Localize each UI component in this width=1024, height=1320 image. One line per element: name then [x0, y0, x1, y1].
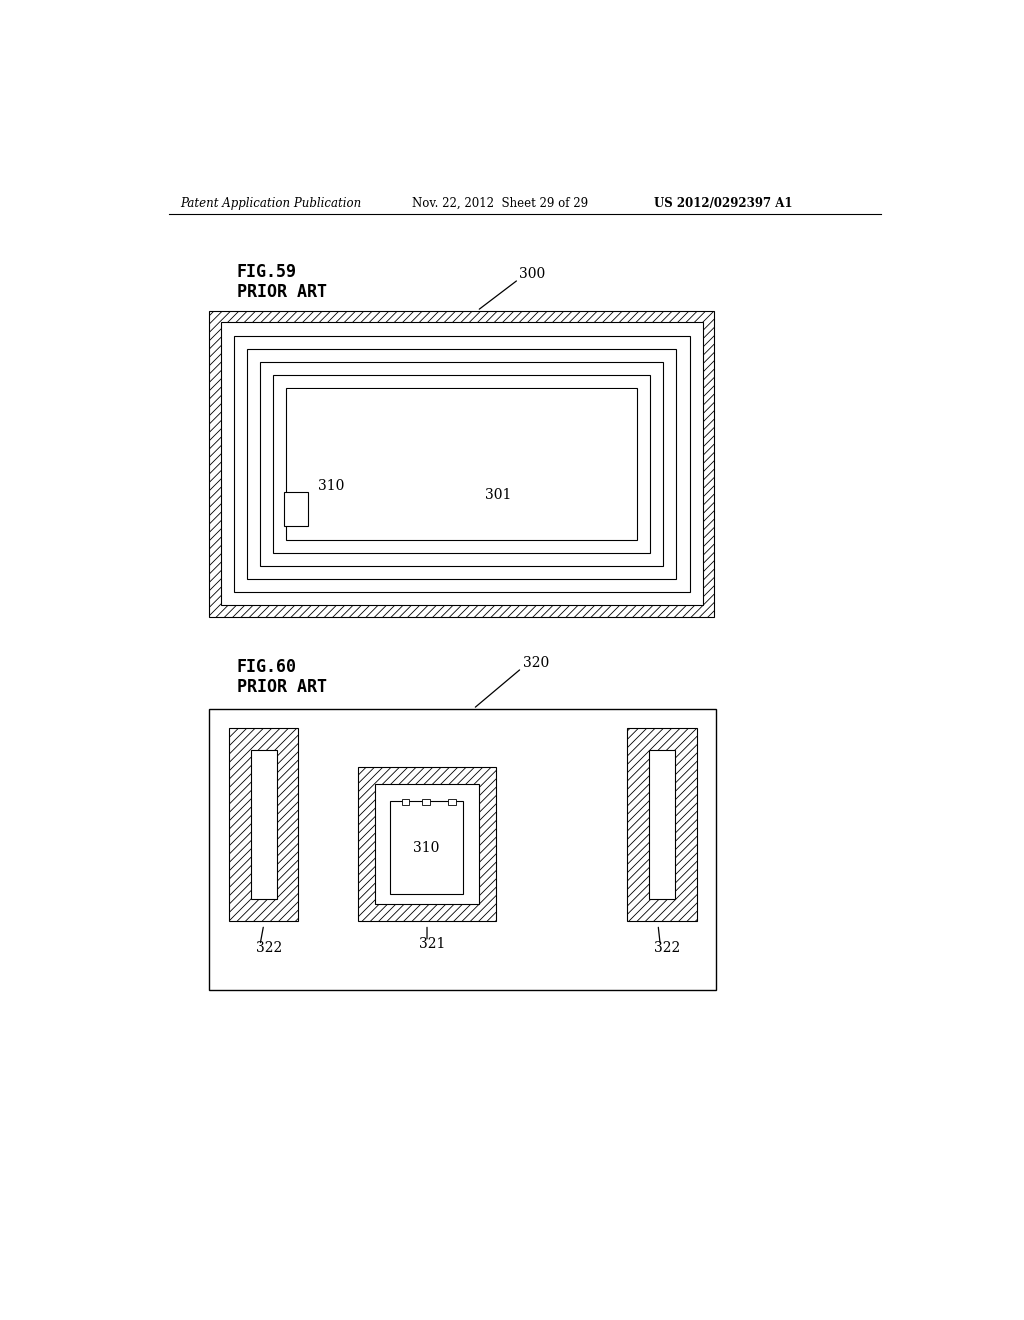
Text: Patent Application Publication: Patent Application Publication: [180, 197, 361, 210]
Bar: [222, 323, 701, 603]
Bar: [249, 350, 675, 577]
Text: 320: 320: [523, 656, 550, 669]
Text: 322: 322: [654, 941, 680, 954]
Bar: [233, 335, 689, 591]
Bar: [628, 729, 696, 921]
Bar: [284, 492, 308, 527]
Text: Nov. 22, 2012  Sheet 29 of 29: Nov. 22, 2012 Sheet 29 of 29: [412, 197, 588, 210]
Bar: [220, 322, 702, 605]
Text: 300: 300: [519, 267, 546, 281]
Bar: [274, 376, 649, 552]
Bar: [649, 750, 675, 899]
Text: US 2012/0292397 A1: US 2012/0292397 A1: [654, 197, 793, 210]
Bar: [261, 363, 662, 564]
Bar: [286, 388, 637, 540]
Bar: [288, 389, 636, 539]
Bar: [260, 362, 664, 566]
Text: FIG.60: FIG.60: [237, 657, 297, 676]
Bar: [422, 799, 430, 805]
Bar: [247, 348, 677, 579]
Bar: [273, 375, 650, 553]
Bar: [251, 750, 276, 899]
Text: 301: 301: [484, 487, 511, 502]
Text: 321: 321: [419, 937, 445, 950]
Text: 322: 322: [256, 941, 283, 954]
Bar: [447, 799, 456, 805]
Bar: [209, 312, 714, 616]
Text: PRIOR ART: PRIOR ART: [237, 284, 327, 301]
Text: 310: 310: [317, 479, 344, 492]
Text: PRIOR ART: PRIOR ART: [237, 677, 327, 696]
Bar: [236, 337, 688, 590]
Text: 310: 310: [413, 841, 439, 854]
Bar: [375, 784, 479, 904]
Bar: [401, 799, 410, 805]
Bar: [357, 767, 497, 921]
Bar: [209, 709, 716, 990]
Bar: [390, 801, 463, 894]
Text: FIG.59: FIG.59: [237, 264, 297, 281]
Bar: [229, 729, 298, 921]
